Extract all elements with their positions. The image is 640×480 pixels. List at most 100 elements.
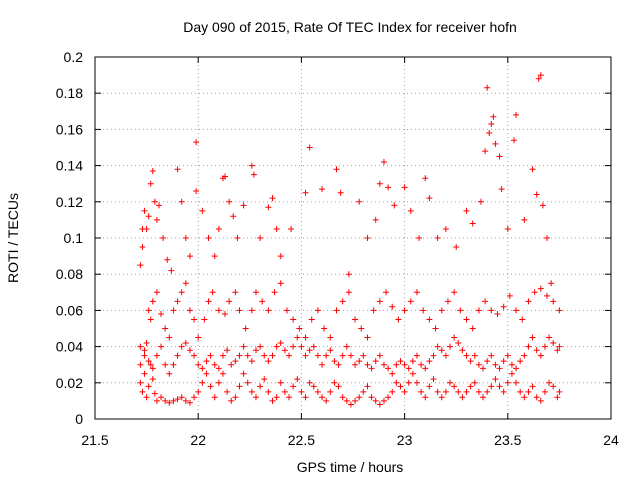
data-point [186, 347, 193, 354]
y-tick-label: 0.02 [56, 375, 83, 391]
data-point [162, 325, 169, 332]
data-point [430, 352, 437, 359]
data-point [145, 383, 152, 390]
data-point [385, 394, 392, 401]
data-point [364, 235, 371, 241]
data-point [319, 361, 326, 368]
data-point [457, 307, 464, 314]
data-point [153, 216, 160, 223]
data-point [158, 311, 165, 318]
data-point [257, 383, 264, 390]
data-point [444, 298, 451, 305]
data-point [248, 358, 255, 365]
data-point [372, 216, 379, 223]
data-point [174, 166, 181, 173]
data-point [298, 343, 305, 350]
data-point [475, 361, 482, 368]
data-point [149, 298, 156, 305]
data-point [517, 388, 524, 395]
data-point [422, 365, 429, 372]
data-point [333, 307, 340, 314]
data-point [290, 316, 297, 323]
data-point [550, 339, 557, 346]
x-tick-label: 22.5 [288, 432, 315, 448]
data-point [380, 361, 387, 368]
data-point [533, 394, 540, 401]
data-point [331, 358, 338, 365]
data-point [508, 370, 515, 377]
y-tick-label: 0.12 [56, 194, 83, 210]
data-point [259, 298, 266, 305]
data-point [339, 394, 346, 401]
data-point [232, 358, 239, 365]
data-point [525, 298, 532, 305]
data-point [207, 352, 214, 359]
data-point [261, 352, 268, 359]
y-tick-label: 0.16 [56, 121, 83, 137]
data-point [281, 388, 288, 395]
data-point [141, 352, 148, 359]
data-point [174, 298, 181, 305]
data-point [343, 397, 350, 404]
data-point [519, 316, 526, 323]
data-point [482, 148, 489, 155]
data-point [544, 292, 551, 299]
data-point [496, 153, 503, 160]
data-point [182, 235, 189, 241]
data-point [308, 316, 315, 323]
data-point [277, 379, 284, 386]
data-point [492, 361, 499, 368]
data-point [265, 307, 272, 314]
data-point [286, 394, 293, 401]
data-point [219, 352, 226, 359]
data-point [211, 394, 218, 401]
x-tick-label: 23 [397, 432, 413, 448]
data-point [492, 376, 499, 383]
data-point [432, 325, 439, 332]
data-point [290, 343, 297, 350]
data-point [413, 289, 420, 296]
data-point [401, 307, 408, 314]
data-point [484, 358, 491, 365]
data-point [232, 289, 239, 296]
data-point [544, 235, 551, 241]
data-point [389, 388, 396, 395]
data-point [178, 289, 185, 296]
data-point [529, 334, 536, 341]
data-point [521, 394, 528, 401]
data-point [368, 365, 375, 372]
data-point [418, 388, 425, 395]
data-point [151, 198, 158, 205]
data-point [236, 383, 243, 390]
data-point [393, 379, 400, 386]
data-point [370, 307, 377, 314]
data-point [186, 399, 193, 406]
data-point [203, 358, 210, 365]
data-point [205, 298, 212, 305]
data-point [147, 316, 154, 323]
data-point [191, 352, 198, 359]
data-point [345, 289, 352, 296]
y-tick-label: 0.2 [64, 49, 84, 65]
data-point [343, 343, 350, 350]
data-point [389, 370, 396, 377]
data-point [333, 166, 340, 173]
data-point [139, 388, 146, 395]
data-point [323, 352, 330, 359]
data-point [271, 289, 278, 296]
data-point [327, 347, 334, 354]
data-point [413, 352, 420, 359]
data-point [513, 379, 520, 386]
data-point [335, 383, 342, 390]
data-point [143, 225, 150, 232]
data-point [273, 225, 280, 232]
data-point [283, 307, 290, 314]
data-point [352, 397, 359, 404]
data-point [554, 347, 561, 354]
data-point [162, 361, 169, 368]
data-point [529, 383, 536, 390]
data-point [393, 361, 400, 368]
data-point [226, 198, 233, 205]
data-point [451, 383, 458, 390]
data-point [397, 358, 404, 365]
